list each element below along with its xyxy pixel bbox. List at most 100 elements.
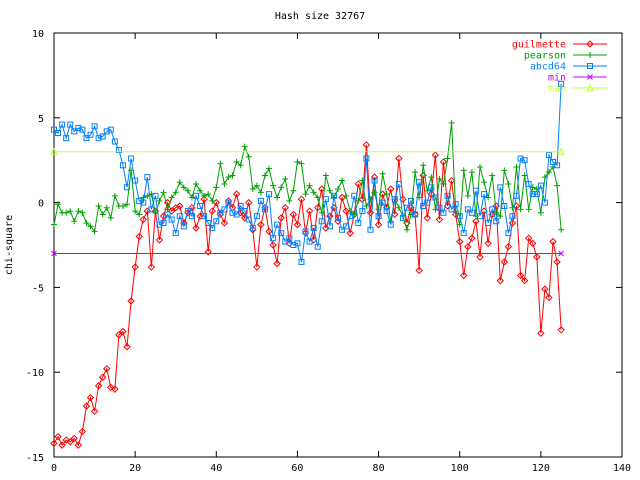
data-point (289, 210, 298, 219)
data-point (420, 162, 427, 169)
data-point (107, 383, 115, 392)
x-tick-label: 120 (532, 463, 550, 474)
data-point (233, 158, 240, 165)
data-point (416, 179, 423, 186)
data-point (347, 208, 354, 215)
data-point (266, 165, 273, 172)
data-point (164, 211, 171, 218)
data-point (257, 189, 264, 196)
data-point (51, 250, 57, 257)
data-point (229, 172, 236, 179)
data-point (505, 230, 512, 237)
y-tick-label: 5 (38, 114, 44, 125)
data-point (501, 202, 508, 209)
data-point (447, 176, 456, 185)
data-point (306, 238, 313, 245)
data-point (550, 158, 557, 165)
data-point (318, 185, 326, 193)
data-point (554, 182, 561, 189)
data-point (245, 153, 252, 160)
data-point (257, 197, 264, 204)
data-point (354, 180, 362, 188)
data-point (545, 169, 552, 176)
data-point (265, 227, 273, 236)
data-point (164, 206, 171, 213)
data-point (213, 184, 220, 191)
data-point (192, 224, 200, 232)
data-point (537, 182, 544, 189)
data-point (326, 187, 333, 194)
data-point (111, 138, 118, 145)
y-tick-label: 0 (38, 199, 44, 210)
data-point (370, 173, 379, 181)
data-point (277, 214, 285, 222)
series-min (51, 250, 564, 257)
data-point (83, 219, 90, 226)
data-point (493, 218, 500, 225)
data-point (347, 213, 354, 220)
data-point (172, 189, 179, 196)
data-point (87, 223, 94, 230)
data-point (412, 211, 419, 218)
data-point (123, 343, 131, 351)
data-point (82, 402, 91, 410)
data-point (127, 297, 135, 305)
data-point (366, 209, 375, 217)
data-point (98, 373, 107, 381)
data-point (363, 155, 370, 162)
data-point (440, 180, 447, 187)
data-point (383, 191, 390, 198)
data-point (209, 225, 216, 232)
data-point (253, 263, 261, 271)
data-point (343, 223, 350, 230)
data-point (167, 207, 176, 215)
data-point (477, 213, 483, 220)
data-point (241, 143, 248, 150)
data-point (241, 208, 248, 215)
data-point (339, 177, 346, 184)
data-point (351, 192, 358, 199)
data-point (282, 175, 289, 182)
x-tick-label: 100 (451, 463, 469, 474)
data-point (339, 226, 346, 233)
data-point (257, 220, 265, 229)
data-point (237, 162, 244, 169)
data-point (294, 240, 301, 247)
data-point (180, 184, 187, 191)
data-point (485, 194, 492, 201)
data-point (521, 172, 528, 179)
data-point (200, 195, 208, 203)
data-point (293, 220, 302, 229)
data-point (508, 219, 517, 227)
data-point (342, 207, 350, 215)
data-point (273, 259, 281, 268)
data-point (91, 123, 98, 130)
legend-label-guilmette: guilmette (512, 40, 566, 51)
data-point (221, 180, 228, 187)
data-point (95, 135, 102, 142)
data-point (131, 263, 139, 271)
y-tick-label: -10 (26, 368, 44, 379)
data-point (533, 253, 541, 261)
data-point (87, 131, 94, 138)
x-tick-label: 60 (291, 463, 303, 474)
data-point (431, 151, 440, 159)
data-point (103, 204, 110, 211)
data-point (249, 186, 256, 193)
data-point (184, 187, 191, 194)
data-point (305, 207, 314, 215)
data-point (338, 193, 346, 202)
data-point (83, 135, 90, 142)
x-tick-label: 20 (129, 463, 141, 474)
y-tick-label: -5 (32, 283, 44, 294)
data-point (346, 229, 354, 237)
data-point (286, 197, 293, 204)
data-point (67, 208, 74, 215)
data-point (156, 221, 163, 228)
data-point (435, 215, 444, 224)
data-point (128, 155, 135, 162)
data-point (554, 162, 561, 169)
data-point (135, 232, 143, 241)
data-point (107, 126, 114, 133)
data-point (115, 331, 123, 339)
